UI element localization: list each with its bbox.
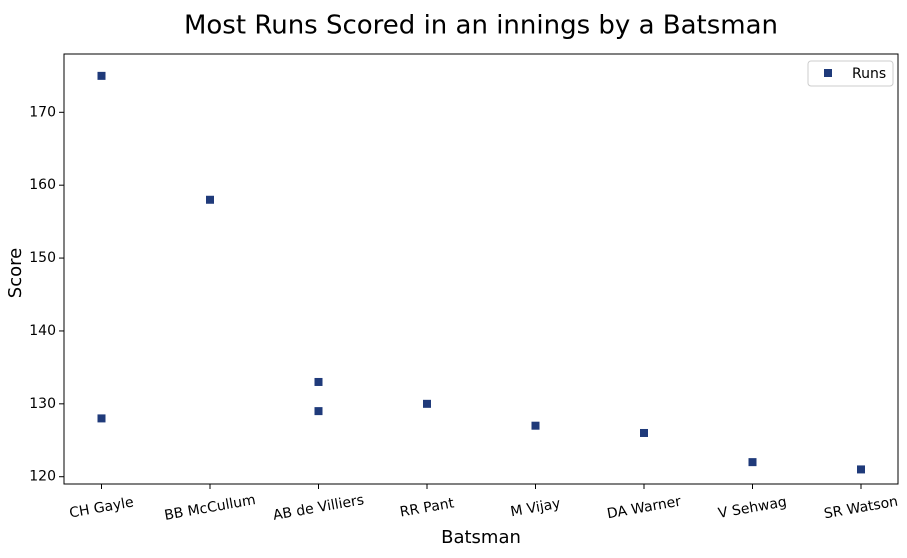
- x-tick-label: V Sehwag: [717, 494, 788, 522]
- data-point: [97, 71, 106, 80]
- y-axis-label: Score: [5, 248, 26, 298]
- y-tick-label: 160: [29, 177, 56, 193]
- data-point: [206, 195, 214, 204]
- legend-box: [807, 60, 894, 87]
- data-point: [640, 428, 648, 437]
- y-tick-label: 140: [29, 323, 56, 339]
- x-tick-label: M Vijay: [509, 496, 561, 521]
- x-tick-label: BB McCullum: [163, 492, 257, 524]
- axes: 120 130 140 150 160 170 CH Gayle BB McCullum AB …: [29, 104, 899, 524]
- legend-label-runs: Runs: [852, 66, 886, 82]
- data-point: [531, 421, 540, 430]
- x-tick-label: AB de Villiers: [272, 492, 365, 524]
- legend: Runs: [807, 60, 894, 87]
- y-tick-label: 120: [29, 469, 56, 485]
- x-tick-label: DA Warner: [606, 494, 683, 523]
- legend-marker: [824, 69, 832, 77]
- data-point: [748, 458, 757, 467]
- x-axis-label: Batsman: [441, 527, 521, 548]
- y-tick-label: 170: [29, 104, 56, 120]
- chart-title: Most Runs Scored in an innings by a Bats…: [184, 11, 778, 41]
- x-tick-label: RR Pant: [399, 495, 456, 520]
- data-points: [97, 71, 865, 474]
- data-point: [97, 414, 106, 423]
- y-tick-label: 150: [29, 250, 56, 266]
- y-tick-label: 130: [29, 396, 56, 412]
- data-point: [314, 377, 323, 386]
- data-point: [423, 399, 431, 408]
- x-tick-label: CH Gayle: [68, 494, 135, 521]
- plot-area-frame: [63, 53, 899, 485]
- data-point: [857, 465, 865, 474]
- x-tick-label: SR Watson: [823, 494, 899, 523]
- data-point: [314, 407, 323, 416]
